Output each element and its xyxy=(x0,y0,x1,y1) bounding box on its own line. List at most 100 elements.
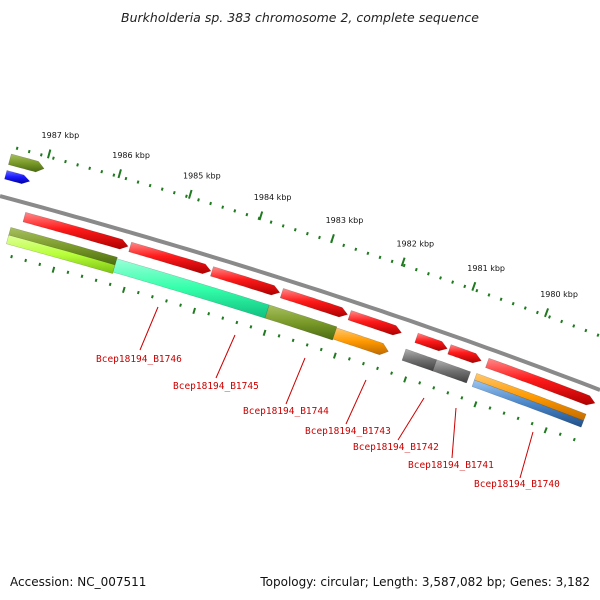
forward-cds-arrow xyxy=(128,241,212,274)
minor-tick xyxy=(390,259,394,264)
minor-tick xyxy=(347,357,351,361)
minor-tick xyxy=(179,303,182,307)
steel-feature-block xyxy=(471,379,584,428)
minor-tick xyxy=(197,198,200,202)
forward-cds-arrow xyxy=(22,211,129,250)
major-tick xyxy=(122,286,126,294)
minor-tick xyxy=(15,146,19,151)
gene-label-leader xyxy=(451,407,457,459)
orange-feature-arrow xyxy=(332,327,389,356)
gene-label: Bcep18194_B1744 xyxy=(243,406,329,417)
olive-feature-block xyxy=(8,153,45,173)
minor-tick xyxy=(221,316,225,320)
minor-tick xyxy=(76,163,79,167)
major-tick xyxy=(258,211,264,221)
minor-tick xyxy=(499,297,503,302)
minor-tick xyxy=(207,312,211,316)
topology-summary-text: Topology: circular; Length: 3,587,082 bp… xyxy=(260,575,590,589)
minor-tick xyxy=(66,270,70,274)
minor-tick xyxy=(257,216,261,221)
minor-tick xyxy=(558,432,562,436)
minor-tick xyxy=(185,194,188,198)
minor-tick xyxy=(10,254,13,259)
minor-tick xyxy=(319,347,323,352)
gray-cds-block xyxy=(432,359,471,384)
minor-tick xyxy=(414,267,418,272)
gene-label: Bcep18194_B1746 xyxy=(96,354,182,365)
major-tick xyxy=(471,281,477,291)
minor-tick xyxy=(390,371,394,375)
forward-cds-arrow xyxy=(485,357,596,406)
kbp-label: 1982 kbp xyxy=(396,239,434,248)
minor-tick xyxy=(446,391,450,395)
gene-label-leader xyxy=(285,357,306,405)
minor-tick xyxy=(560,319,564,324)
gray-cds-block xyxy=(401,348,438,372)
minor-tick xyxy=(245,212,249,217)
minor-tick xyxy=(354,247,358,252)
minor-tick xyxy=(487,293,491,297)
forward-cds-arrow xyxy=(210,266,281,296)
minor-tick xyxy=(277,334,281,338)
minor-tick xyxy=(88,166,92,170)
major-tick xyxy=(403,376,408,383)
major-tick xyxy=(330,233,335,244)
minor-tick xyxy=(52,156,55,160)
minor-tick xyxy=(402,263,406,268)
lime-feature-block xyxy=(5,234,116,274)
gene-label: Bcep18194_B1740 xyxy=(474,479,560,490)
map-title: Burkholderia sp. 383 chromosome 2, compl… xyxy=(121,10,479,25)
minor-tick xyxy=(463,284,467,289)
gene-label-leader xyxy=(345,379,367,425)
gene-label-leader xyxy=(139,306,159,351)
major-tick xyxy=(51,266,56,273)
minor-tick xyxy=(209,201,212,206)
minor-tick xyxy=(511,301,515,306)
kbp-label: 1987 kbp xyxy=(42,131,80,140)
minor-tick xyxy=(38,262,42,267)
minor-tick xyxy=(426,272,430,276)
gene-label: Bcep18194_B1743 xyxy=(305,426,391,437)
minor-tick xyxy=(293,228,297,232)
olive-feature-block xyxy=(264,304,338,341)
minor-tick xyxy=(362,361,365,366)
gene-label-leader xyxy=(397,397,425,441)
chromosome-backbone xyxy=(0,194,600,392)
major-tick xyxy=(332,352,337,359)
minor-tick xyxy=(342,243,346,248)
minor-tick xyxy=(475,288,479,293)
minor-tick xyxy=(305,231,309,236)
minor-tick xyxy=(366,251,370,256)
major-tick xyxy=(543,427,548,434)
minor-tick xyxy=(165,299,168,303)
kbp-label: 1985 kbp xyxy=(183,171,221,180)
outer-feature-ring xyxy=(4,153,45,184)
minor-tick xyxy=(548,315,551,319)
minor-tick xyxy=(572,437,576,442)
gene-label-leader xyxy=(215,334,236,379)
minor-tick xyxy=(439,276,442,280)
minor-tick xyxy=(24,258,28,263)
minor-tick xyxy=(27,149,31,154)
minor-tick xyxy=(151,295,154,299)
minor-tick xyxy=(318,235,321,240)
outer-tick-ring xyxy=(15,146,600,337)
forward-cds-arrow xyxy=(279,288,349,318)
forward-cds-arrow xyxy=(347,310,402,336)
minor-tick xyxy=(269,220,273,224)
inner-feature-ring xyxy=(5,227,587,428)
major-tick xyxy=(262,329,267,336)
minor-tick xyxy=(305,343,309,347)
kbp-label: 1980 kbp xyxy=(540,290,578,299)
minor-tick xyxy=(451,280,455,284)
minor-tick xyxy=(502,411,506,415)
minor-tick xyxy=(112,173,116,177)
kbp-label: 1984 kbp xyxy=(254,193,292,202)
minor-tick xyxy=(233,209,237,213)
accession-text: Accession: NC_007511 xyxy=(10,575,147,589)
major-tick xyxy=(400,257,406,267)
gene-label: Bcep18194_B1745 xyxy=(173,381,259,392)
minor-tick xyxy=(136,180,140,184)
forward-cds-arrow xyxy=(414,332,448,352)
backbone-line xyxy=(0,194,600,392)
